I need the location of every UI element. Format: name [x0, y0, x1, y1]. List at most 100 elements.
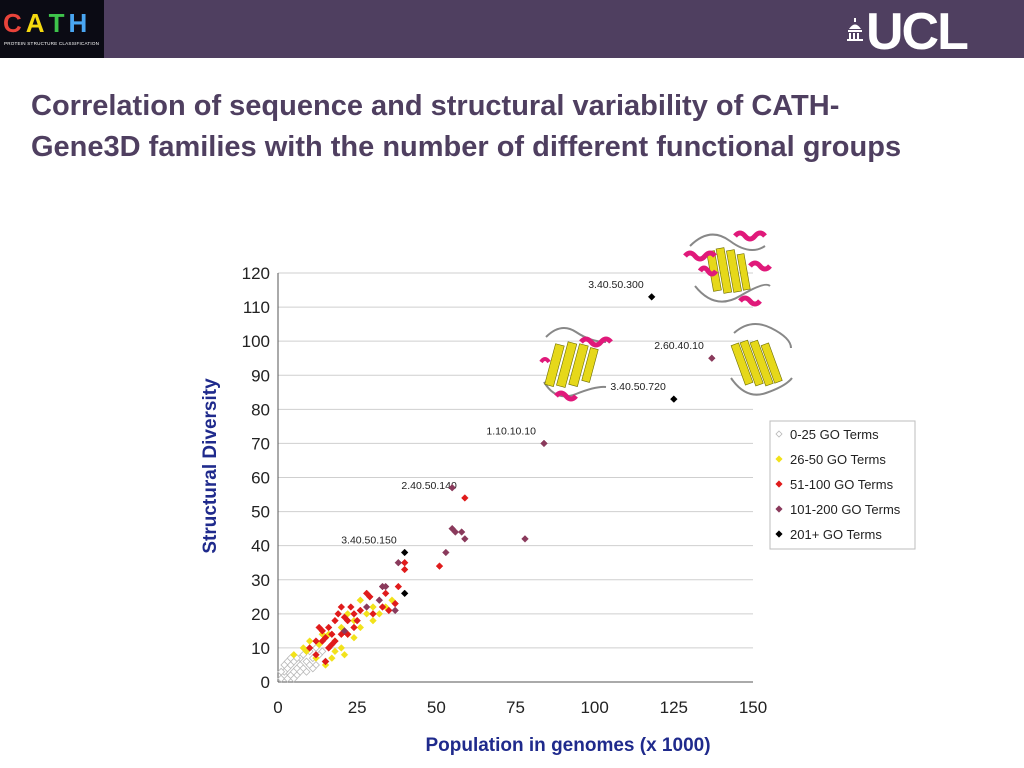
data-point-series-4	[670, 395, 678, 403]
data-point-series-2	[353, 616, 361, 625]
data-point-series-2	[381, 589, 390, 598]
data-point-series-1	[369, 616, 377, 625]
y-tick-label: 30	[251, 571, 270, 590]
data-point-series-1	[328, 654, 336, 662]
data-point-series-2	[350, 610, 358, 618]
point-annotation: 3.40.50.150	[341, 534, 397, 546]
data-point-series-2	[334, 610, 342, 618]
point-annotation: 1.10.10.10	[486, 425, 536, 437]
point-annotation: 2.40.50.140	[401, 480, 457, 492]
data-point-series-1	[350, 633, 358, 642]
legend-label: 26-50 GO Terms	[790, 452, 886, 467]
data-point-series-2	[369, 610, 377, 618]
legend-marker	[775, 430, 783, 438]
data-point-series-1	[369, 603, 377, 611]
protein-structure-1.10.10.10	[539, 327, 613, 402]
y-tick-label: 50	[251, 503, 270, 522]
data-point-series-3	[391, 606, 399, 615]
data-point-series-2	[305, 644, 314, 652]
data-point-series-2	[324, 623, 333, 632]
data-point-series-1	[356, 596, 365, 604]
data-point-series-1	[340, 650, 349, 659]
cath-logo: CATH PROTEIN STRUCTURE CLASSIFICATION	[0, 0, 104, 58]
data-point-series-4	[400, 589, 409, 598]
data-point-series-0	[289, 674, 298, 683]
data-point-series-4	[400, 548, 409, 557]
data-point-series-1	[305, 637, 314, 645]
data-point-series-2	[343, 616, 352, 625]
data-point-series-2	[328, 630, 336, 639]
legend-marker	[775, 505, 783, 513]
y-tick-label: 120	[242, 264, 270, 283]
data-point-series-0	[280, 660, 289, 669]
data-point-series-3	[457, 528, 466, 536]
data-point-series-0	[318, 647, 327, 656]
data-point-series-1	[362, 610, 371, 618]
x-tick-label: 100	[580, 698, 608, 717]
data-point-series-2	[328, 640, 336, 649]
x-tick-label: 0	[273, 698, 282, 717]
ucl-dome-icon	[847, 18, 863, 41]
legend-marker	[775, 480, 783, 488]
legend-marker	[775, 455, 783, 463]
logo-letter-t: T	[48, 8, 69, 38]
legend-label: 201+ GO Terms	[790, 527, 882, 542]
y-tick-label: 20	[251, 605, 270, 624]
data-point-series-2	[385, 606, 393, 615]
y-tick-label: 100	[242, 332, 270, 351]
data-point-series-2	[378, 603, 387, 611]
data-point-series-2	[400, 565, 409, 574]
slide-title: Correlation of sequence and structural v…	[31, 90, 902, 163]
y-tick-label: 60	[251, 469, 270, 488]
x-tick-label: 150	[739, 698, 767, 717]
point-annotation: 3.40.50.720	[610, 381, 666, 393]
point-annotation: 2.60.40.10	[654, 340, 704, 352]
x-tick-label: 25	[348, 698, 367, 717]
data-point-series-3	[375, 596, 384, 604]
data-point-series-2	[394, 582, 403, 591]
legend-box	[769, 420, 916, 550]
protein-structure-3.40.50.300	[683, 230, 772, 307]
data-point-series-3	[381, 582, 390, 591]
ucl-logo: UCL	[846, 3, 996, 61]
cath-logo-letters: CATH	[3, 8, 91, 39]
data-point-series-2	[350, 623, 358, 632]
logo-letter-h: H	[68, 8, 92, 38]
y-tick-label: 70	[251, 434, 270, 453]
data-point-series-1	[337, 644, 346, 652]
y-tick-label: 10	[251, 639, 270, 658]
data-point-series-3	[362, 603, 371, 611]
data-point-series-3	[540, 439, 548, 448]
data-point-series-4	[647, 293, 656, 301]
legend-label: 101-200 GO Terms	[790, 502, 901, 517]
data-point-series-2	[347, 603, 355, 611]
data-point-series-1	[331, 647, 339, 656]
data-point-series-3	[461, 535, 469, 543]
data-point-series-2	[435, 562, 444, 570]
data-point-series-2	[318, 637, 327, 645]
y-tick-label: 80	[251, 400, 270, 419]
y-tick-label: 90	[251, 366, 270, 385]
data-point-series-2	[461, 494, 469, 502]
data-point-series-3	[448, 483, 456, 492]
y-tick-label: 40	[251, 537, 270, 556]
data-point-series-0	[308, 664, 317, 673]
data-point-series-2	[356, 606, 365, 615]
cath-logo-subtitle: PROTEIN STRUCTURE CLASSIFICATION	[4, 41, 100, 46]
data-point-series-2	[312, 637, 320, 645]
data-point-series-1	[375, 610, 384, 618]
point-annotation: 3.40.50.300	[588, 279, 644, 291]
data-point-series-2	[318, 627, 327, 635]
legend-marker	[775, 530, 783, 538]
data-point-series-3	[451, 528, 460, 536]
x-tick-label: 125	[660, 698, 688, 717]
data-point-series-3	[521, 535, 529, 543]
protein-structure-2.60.40.10	[730, 323, 793, 396]
data-point-series-3	[394, 558, 403, 567]
y-tick-label: 110	[243, 298, 270, 317]
legend-label: 0-25 GO Terms	[790, 427, 879, 442]
data-point-series-1	[356, 623, 365, 632]
x-axis-title: Population in genomes (x 1000)	[425, 735, 710, 756]
data-point-series-1	[290, 650, 298, 659]
